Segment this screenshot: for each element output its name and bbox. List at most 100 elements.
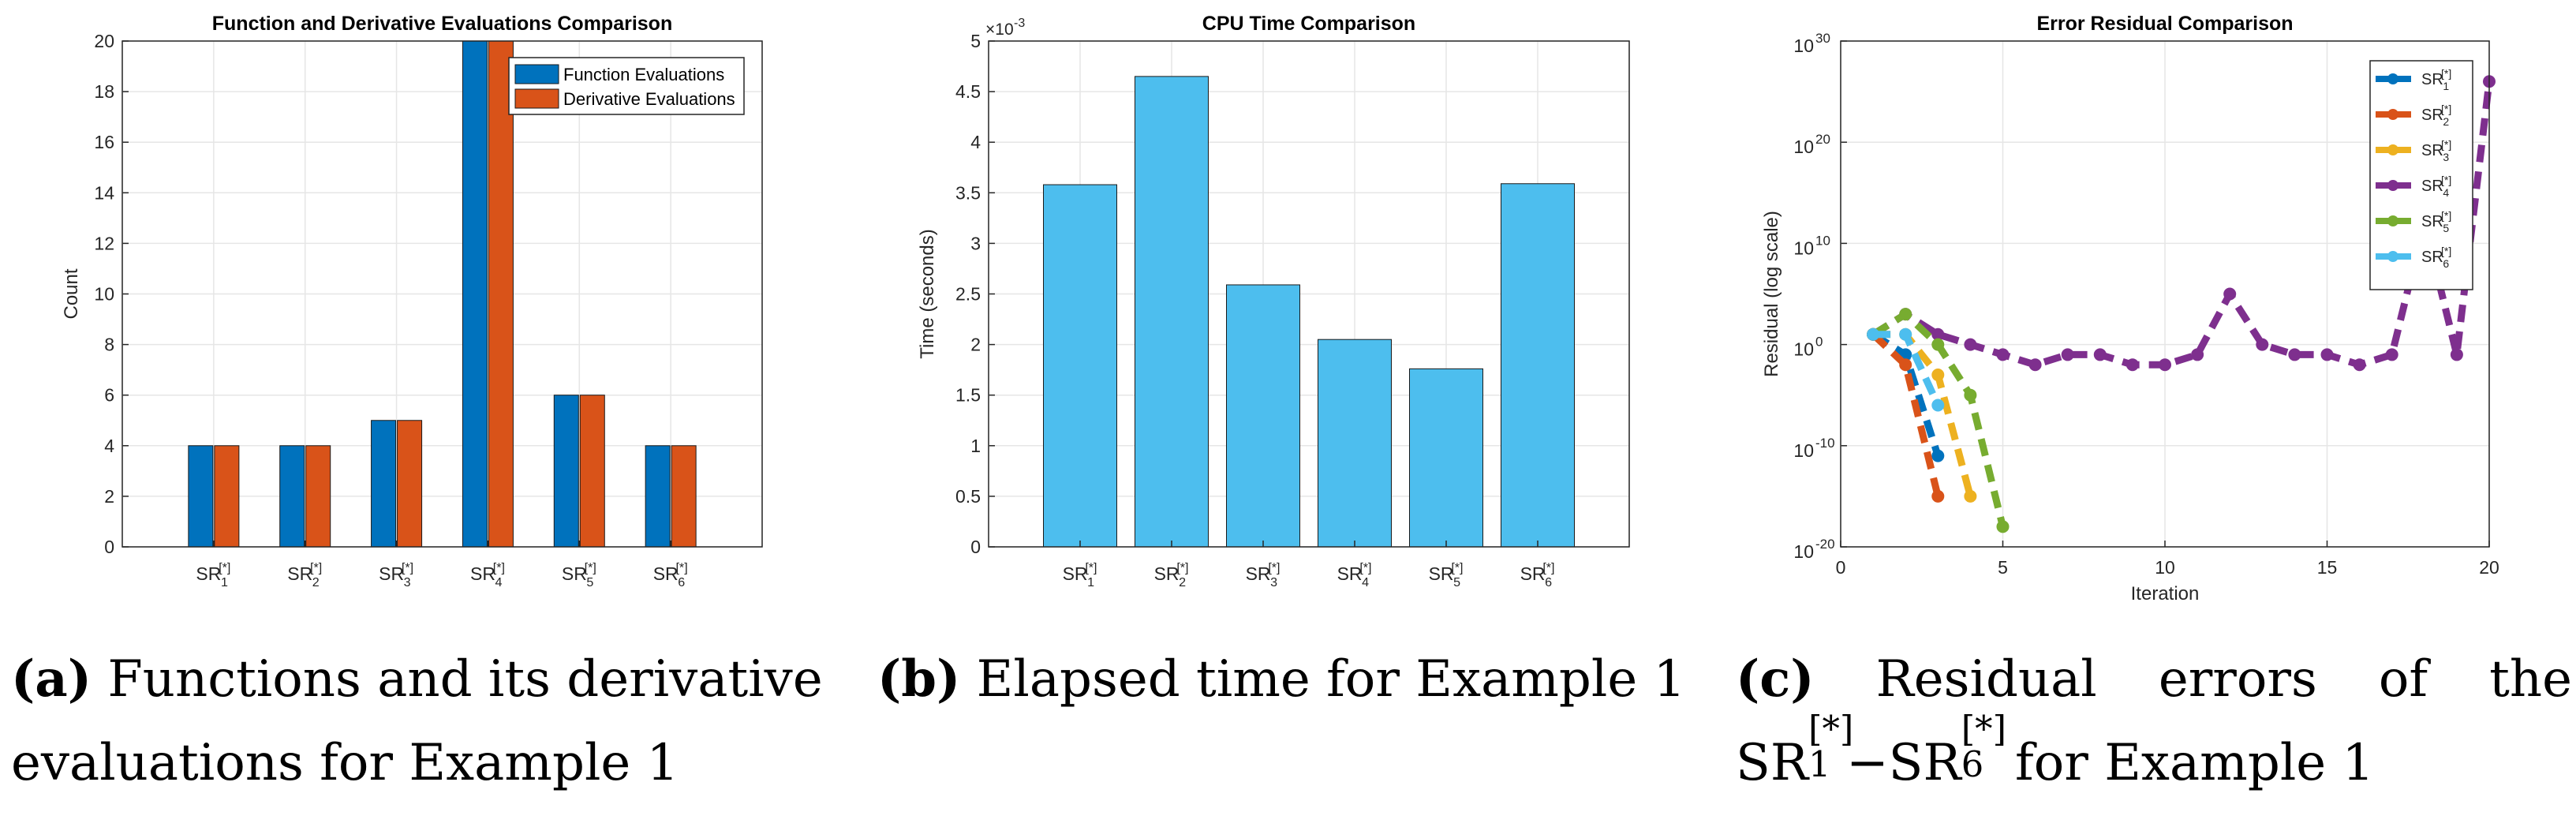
x-tick-label-sub: 2 <box>312 575 320 589</box>
y-tick-exp: -10 <box>1815 436 1835 451</box>
legend-label-base: SR <box>2421 213 2443 230</box>
data-point-sr4 <box>2256 338 2269 351</box>
legend-label: SR[*]2 <box>2421 103 2451 128</box>
data-point-sr5 <box>1996 520 2010 533</box>
caption-b: (b) Elapsed time for Example 1 <box>877 638 1706 721</box>
y-tick-label: 1.5 <box>955 385 981 406</box>
caption-c-from-base: SR <box>1736 734 1809 792</box>
y-tick-label: 10 0 <box>1793 335 1823 360</box>
x-tick-label-base: SR <box>1246 563 1271 584</box>
x-tick-label-base: SR <box>1063 563 1088 584</box>
x-tick-label-sup: [*] <box>219 561 230 575</box>
legend-label: SR[*]4 <box>2421 174 2451 199</box>
x-tick-label-sup: [*] <box>675 561 687 575</box>
x-tick-label: SR[*]3 <box>379 561 413 589</box>
data-point-sr5 <box>1899 308 1912 321</box>
x-tick-label: 5 <box>1998 557 2008 578</box>
y-tick-base: 10 <box>1793 36 1814 56</box>
legend-label: Function Evaluations <box>563 65 724 84</box>
x-tick-label-sup: [*] <box>1359 561 1371 575</box>
legend: SR[*]1SR[*]2SR[*]3SR[*]4SR[*]5SR[*]6 <box>2369 60 2473 290</box>
data-point-sr6 <box>1867 327 1880 341</box>
legend: Function Evaluations Derivative Evaluatio… <box>508 57 745 115</box>
caption-c-to-base: SR <box>1888 734 1961 792</box>
caption-a: (a) Functions and its derivative evaluat… <box>11 638 839 805</box>
caption-b-line1: Elapsed time for Example 1 <box>976 650 1686 709</box>
x-tick-label-sup: [*] <box>585 561 596 575</box>
data-point-sr4 <box>2028 358 2042 372</box>
series-line-sr2 <box>1871 331 1942 497</box>
x-tick-label-base: SR <box>1429 563 1454 584</box>
y-tick-label: 10 30 <box>1793 31 1830 56</box>
chart-title: Function and Derivative Evaluations Comp… <box>212 13 672 35</box>
axes-box <box>988 40 1630 548</box>
legend-label-sup: [*] <box>2441 67 2451 80</box>
x-tick-label: SR[*]4 <box>1337 561 1372 589</box>
legend-swatch <box>514 64 559 84</box>
bar-function <box>188 445 214 548</box>
x-tick-label-sup: [*] <box>1451 561 1463 575</box>
data-point-sr2 <box>1899 358 1912 372</box>
y-tick-label: 6 <box>104 385 114 406</box>
y-tick-label: 10 20 <box>1793 132 1830 157</box>
legend-marker <box>2387 109 2398 120</box>
legend-marker <box>2387 251 2398 262</box>
x-tick-label-sub: 4 <box>495 575 503 589</box>
y-tick-label: 3 <box>970 233 981 253</box>
x-tick-label-sup: [*] <box>1085 561 1097 575</box>
x-tick-label: SR[*]1 <box>1063 561 1097 589</box>
caption-c-line2: SR [*] 1 −SR [*] 6 for Example 1 <box>1736 708 2572 805</box>
legend-label-sub: 4 <box>2443 186 2449 199</box>
caption-a-line2: evaluations for Example 1 <box>11 734 679 792</box>
x-tick-label-base: SR <box>287 563 312 584</box>
data-point-sr2 <box>1931 489 1945 503</box>
caption-c-from-sub: 1 <box>1808 743 1831 786</box>
caption-c-from-sup: [*] <box>1808 708 1854 750</box>
data-point-sr4 <box>2159 358 2171 372</box>
y-axis-label: Time (seconds) <box>917 229 938 358</box>
x-tick-label-base: SR <box>470 563 495 584</box>
x-tick-label-sub: 1 <box>1087 575 1094 589</box>
caption-a-label: (a) <box>11 649 92 709</box>
bar-derivative <box>305 445 331 548</box>
bar-function <box>645 445 671 548</box>
x-tick-label-sub: 4 <box>1362 575 1369 589</box>
data-point-sr4 <box>1931 327 1945 341</box>
caption-c-label: (c) <box>1736 649 1815 709</box>
x-tick-label: 10 <box>2155 557 2175 578</box>
scale-exp: -3 <box>1014 17 1025 30</box>
legend-label-sub: 3 <box>2443 151 2449 163</box>
legend-label-base: SR <box>2421 249 2443 266</box>
y-tick-label: 2 <box>970 335 981 355</box>
y-tick-label: 5 <box>970 31 981 51</box>
y-tick-base: 10 <box>1793 339 1814 360</box>
y-tick-label: 10 10 <box>1793 233 1830 258</box>
legend-label-base: SR <box>2421 178 2443 195</box>
x-tick-label-sup: [*] <box>1542 561 1554 575</box>
legend-label: Derivative Evaluations <box>563 89 735 109</box>
series-line-sr3 <box>1873 331 1974 498</box>
data-point-sr4 <box>2093 348 2107 361</box>
legend-label-sup: [*] <box>2441 174 2451 186</box>
x-tick-label-base: SR <box>1337 563 1363 584</box>
legend-label-sup: [*] <box>2441 103 2451 115</box>
data-point-sr4 <box>2061 348 2074 361</box>
x-tick-label-sup: [*] <box>1176 561 1188 575</box>
legend-label-sub: 1 <box>2443 80 2449 92</box>
bar-function <box>553 395 579 548</box>
bar-derivative <box>397 420 423 548</box>
x-tick-label-sub: 6 <box>678 575 685 589</box>
caption-c: (c) Residual errors of the SR [*] 1 −SR [*]… <box>1736 638 2572 805</box>
data-point-sr4 <box>1964 338 1977 351</box>
x-tick-label-sub: 5 <box>586 575 593 589</box>
y-tick-exp: -20 <box>1815 537 1835 552</box>
x-tick-label-sub: 3 <box>404 575 411 589</box>
legend-label-sup: [*] <box>2441 245 2451 257</box>
x-tick-label-sub: 5 <box>1453 575 1460 589</box>
data-point-sr4 <box>2320 348 2334 361</box>
axes-box <box>1840 40 2490 548</box>
x-tick-label-base: SR <box>196 563 221 584</box>
legend-label-sub: 5 <box>2443 222 2449 234</box>
caption-c-tail: for Example 1 <box>2015 734 2375 792</box>
caption-c-to-sub: 6 <box>1961 743 1984 786</box>
